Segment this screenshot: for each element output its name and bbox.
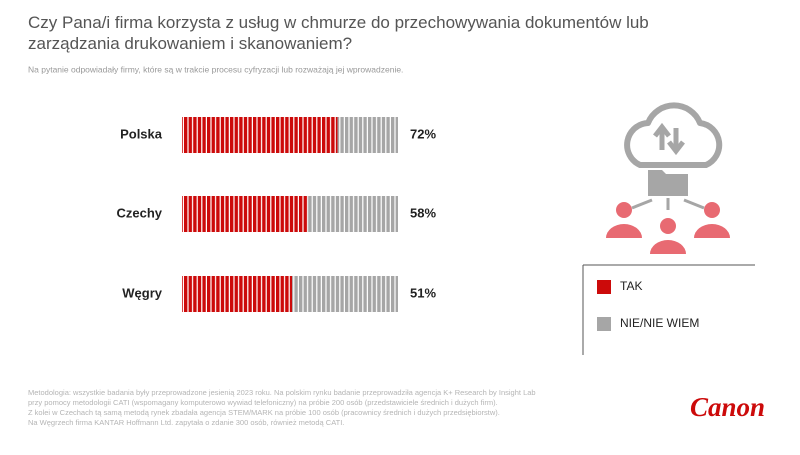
subtitle: Na pytanie odpowiadały firmy, które są w… <box>28 64 403 74</box>
legend: TAK NIE/NIE WIEM <box>597 279 699 331</box>
brand-logo: Canon <box>690 392 765 422</box>
footnote-line: Z kolei w Czechach tą samą metodą rynek … <box>28 408 500 417</box>
footnote-line: przy pomocy metodologii CATI (wspomagany… <box>28 398 498 407</box>
value-label: 51% <box>410 285 436 300</box>
bar-stripes <box>292 276 398 312</box>
footnote-line: Metodologia: wszystkie badania były prze… <box>28 388 536 397</box>
legend-swatch <box>597 280 611 294</box>
legend-label: TAK <box>620 279 642 293</box>
bar-segment <box>307 196 398 232</box>
bar-segment <box>182 196 308 232</box>
bar-segment <box>337 117 398 153</box>
cloud-icon <box>624 102 723 210</box>
value-label: 72% <box>410 126 436 141</box>
category-label: Węgry <box>122 285 163 300</box>
bar-segment <box>292 276 398 312</box>
footnote-line: Na Węgrzech firma KANTAR Hoffmann Ltd. z… <box>28 418 344 427</box>
people-icon <box>606 202 730 254</box>
bar-stripes <box>337 117 398 153</box>
bar-stripes <box>307 196 398 232</box>
category-label: Czechy <box>116 205 162 220</box>
bar-stripes <box>182 276 293 312</box>
chart-title: Czy Pana/i firma korzysta z usług w chmu… <box>28 13 649 53</box>
title-box: Czy Pana/i firma korzysta z usług w chmu… <box>28 13 649 53</box>
bars: Polska 72% Czechy 58% Węgry 51% <box>116 117 436 312</box>
value-label: 58% <box>410 205 436 220</box>
legend-frame <box>582 264 755 355</box>
bar-segment <box>182 276 293 312</box>
category-label: Polska <box>120 126 163 141</box>
bar-segment <box>182 117 338 153</box>
bar-stripes <box>182 196 308 232</box>
footnote: Metodologia: wszystkie badania były prze… <box>28 388 536 427</box>
legend-label: NIE/NIE WIEM <box>620 316 699 330</box>
legend-swatch <box>597 317 611 331</box>
bar-stripes <box>182 117 338 153</box>
